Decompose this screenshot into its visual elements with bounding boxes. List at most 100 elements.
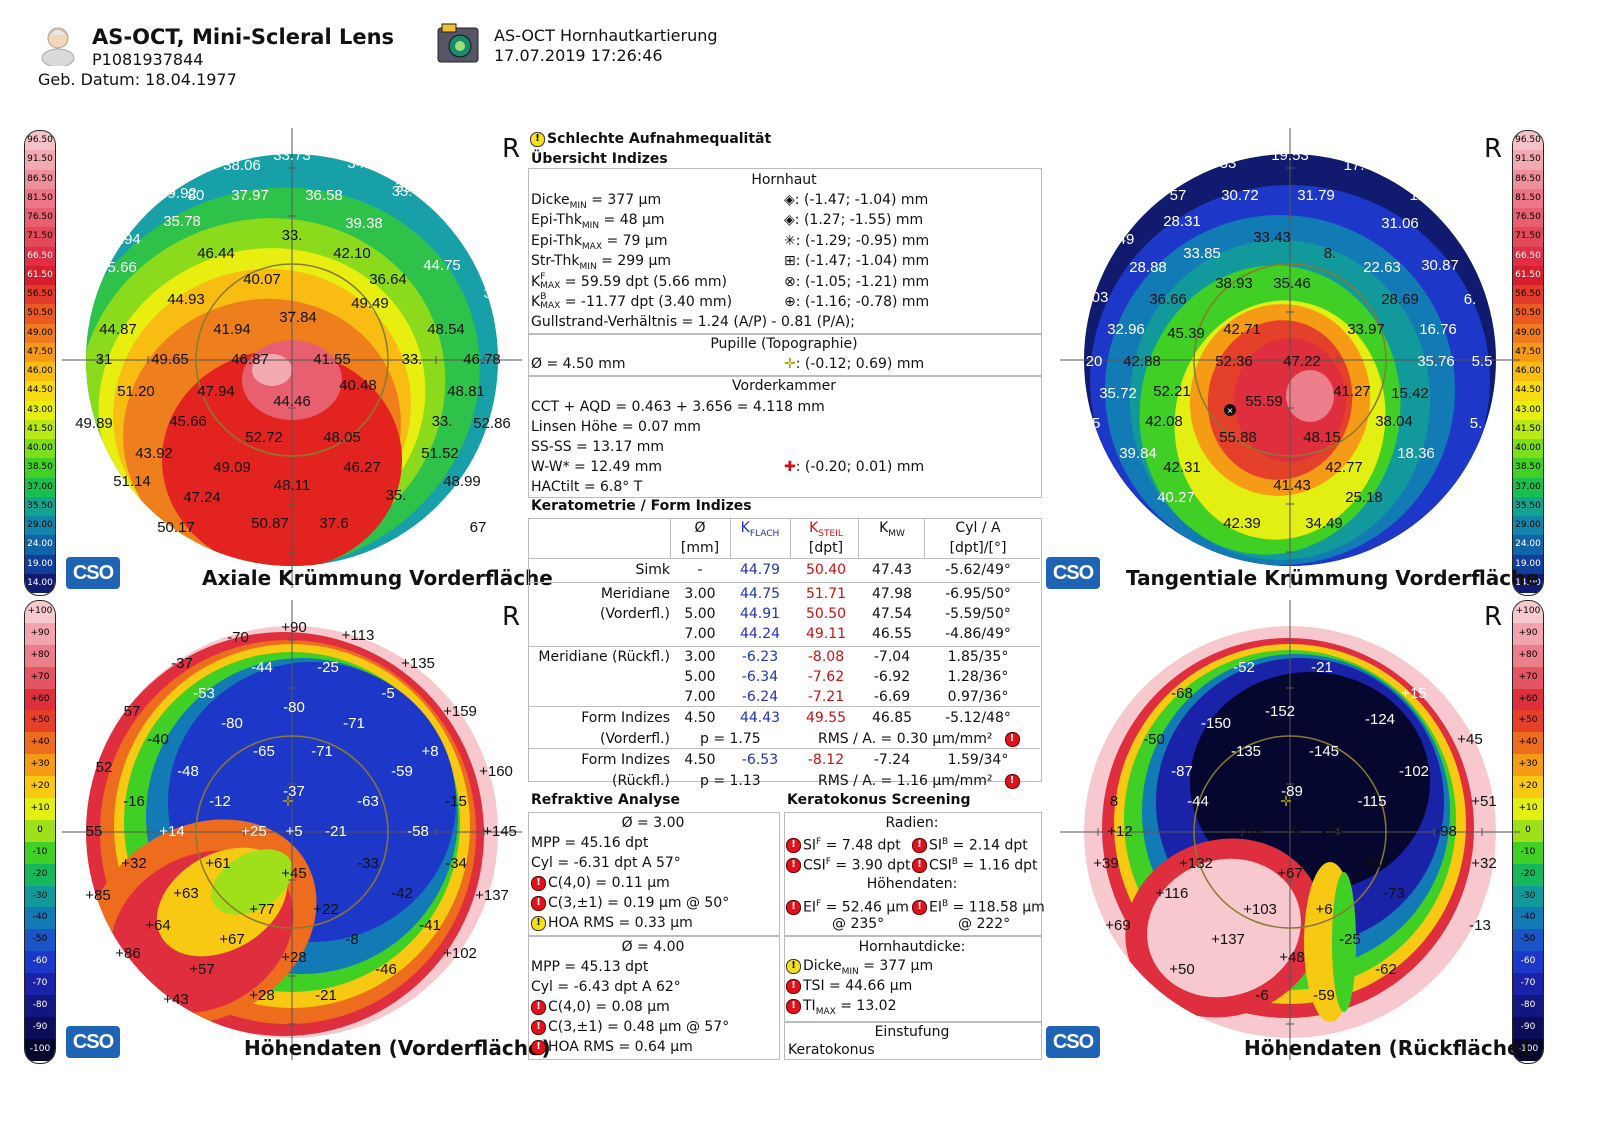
map-value-label: 47.94 [197, 383, 235, 400]
cornea-position: ⊕: (-1.16; -0.78) mm [784, 292, 929, 312]
map-value-label: 12. [1410, 187, 1431, 204]
form-front-cyl: -5.12/48° [945, 710, 1011, 726]
white-to-white: W-W* = 12.49 mm [531, 459, 663, 475]
elevation-front-map[interactable]: +90 -70 +113 -37 -44 -25 +135 -53 -5 57 -80 -80 -71 +… [62, 600, 522, 1060]
kerato-heading: Keratometrie / Form Indizes [531, 498, 752, 514]
meridian-d: 7.00 [684, 626, 716, 642]
scale-cell: 35.50 [25, 496, 55, 516]
refractive-c40: ! C(4,0) = 0.08 µm [531, 997, 670, 1017]
form-front-p: p = 1.75 [700, 731, 761, 747]
map-value-label: 44.93 [167, 291, 205, 308]
map-value-label: -102 [1399, 763, 1429, 780]
crosshair [62, 600, 522, 1060]
index-name: CSI [803, 857, 826, 874]
scale-cell: 24.00 [25, 535, 55, 555]
error-icon: ! [912, 838, 927, 854]
map-value-label: 41.94 [213, 321, 251, 338]
cornea-position: ◈: (1.27; -1.55) mm [784, 210, 923, 230]
map-value-label: 5. [1488, 473, 1501, 490]
scale-cell: -80 [25, 995, 55, 1017]
map-value-label: -98 [1435, 823, 1457, 840]
map-value-label: +67 [219, 931, 244, 948]
error-icon: ! [786, 998, 801, 1014]
error-icon: ! [1004, 731, 1020, 747]
simk-kflat: 44.79 [739, 562, 781, 578]
error-icon: ! [786, 900, 801, 916]
scale-cell: 43.00 [25, 400, 55, 420]
map-value-label: -80 [221, 715, 243, 732]
si-row: ! SIB = 2.14 dpt [912, 832, 1028, 854]
map-value-label: 35.78 [163, 213, 201, 230]
cornea-value-row: Str-ThkMIN = 299 µm [531, 251, 671, 272]
map-value-label: 33.97 [1347, 321, 1385, 338]
scale-cell: +70 [25, 666, 55, 689]
tangential-map[interactable]: 19.53 17. 33 30.72 31.79 12. 57 28.31 31.06 49 33.… [1060, 128, 1520, 588]
meridian-ksteep: -7.21 [807, 689, 845, 705]
map-value-label: +5 [285, 823, 302, 840]
meridian-kflat: 44.75 [739, 586, 781, 602]
map-value-label: 47.24 [183, 489, 221, 506]
map-value-label: +113 [342, 627, 375, 644]
map-value-label: +43 [163, 991, 188, 1008]
map-value-label: 39.84 [1119, 445, 1157, 462]
refractive-heading: Refraktive Analyse [531, 792, 681, 808]
map-value-label: 32.96 [1107, 321, 1145, 338]
map-value-label: 42.08 [1145, 413, 1183, 430]
scale-cell: 44.50 [25, 381, 55, 401]
grade-result: Keratokonus [788, 1042, 875, 1058]
cornea-value: = 79 µm [602, 232, 668, 249]
cornea-pos-value: : (-1.05; -1.21) mm [795, 273, 930, 290]
map-value-label: +14 [159, 823, 184, 840]
cornea-label: Dicke [531, 192, 570, 208]
map-value-label: +49 [1237, 823, 1262, 840]
map-value-label: 15.42 [1391, 385, 1429, 402]
scale-cell: -90 [1513, 1016, 1543, 1039]
sup-sub-stack: B MAX [540, 293, 560, 311]
map-value-label: -73 [1383, 885, 1405, 902]
superscript: F [540, 271, 546, 282]
map-value-label: -59 [1313, 987, 1335, 1004]
simk-kmean: 47.43 [871, 562, 913, 578]
map-value-label: +28 [281, 949, 306, 966]
rms-value: RMS / A. = 1.16 µm/mm² [818, 773, 993, 789]
cct-aqd: CCT + AQD = 0.463 + 3.656 = 4.118 mm [531, 399, 825, 415]
map-value-label: 31.79 [1297, 187, 1335, 204]
form-back-cyl: 1.59/34° [947, 752, 1009, 768]
map-value-label: +22 [313, 901, 338, 918]
table-divider [528, 748, 1040, 749]
cornea-pos-value: : (-1.16; -0.78) mm [795, 294, 930, 310]
superscript: B [951, 857, 958, 867]
map-value-label: 8. [1324, 245, 1337, 262]
map-value-label: 42.31 [1163, 459, 1201, 476]
superscript: F [816, 837, 822, 847]
scale-cell: 61.50 [1513, 265, 1543, 285]
superscript: F [815, 899, 822, 909]
meridian-kmean: 47.54 [871, 606, 913, 622]
map-value-label: 46.78 [463, 351, 501, 368]
lens-height: Linsen Höhe = 0.07 mm [531, 419, 701, 435]
scale-cell: 86.50 [1513, 169, 1543, 189]
scale-cell: 91.50 [25, 150, 55, 170]
form-back-d: 4.50 [684, 752, 716, 768]
map-value-label: 36.58 [305, 187, 343, 204]
map-value-label: 41.43 [1273, 477, 1311, 494]
map-value-label: -135 [1231, 743, 1261, 760]
axial-map[interactable]: 33.73 34.9 38.06 37.97 36.58 33. 39.92 35.78 39.… [62, 128, 522, 588]
elevation-back-map[interactable]: -52 -21 -68 +15 -152 -150 -124 +45 -50 -135 -145 -8… [1060, 600, 1520, 1060]
index-name: Dicke [803, 958, 842, 974]
map-value-label: 40.48 [339, 377, 377, 394]
map-value-label: 39.38 [345, 215, 383, 232]
scale-cell: 38.50 [25, 458, 55, 478]
index-name: SI [929, 837, 943, 854]
unit-dpt-deg: [dpt]/[°] [949, 540, 1007, 556]
map-value-label: 31 [96, 351, 113, 368]
form-back-ksteep: -8.12 [807, 752, 845, 768]
map-value-label: +51 [1471, 793, 1496, 810]
map-value-label: -87 [1171, 763, 1193, 780]
cso-logo: CSO [66, 1026, 120, 1058]
superscript: B [540, 292, 547, 302]
exam-datetime: 17.07.2019 17:26:46 [494, 46, 663, 65]
scale-cell: 44.50 [1513, 381, 1543, 401]
form-front-kmean: 46.85 [871, 710, 913, 726]
map-value-label: 25.18 [1345, 489, 1383, 506]
